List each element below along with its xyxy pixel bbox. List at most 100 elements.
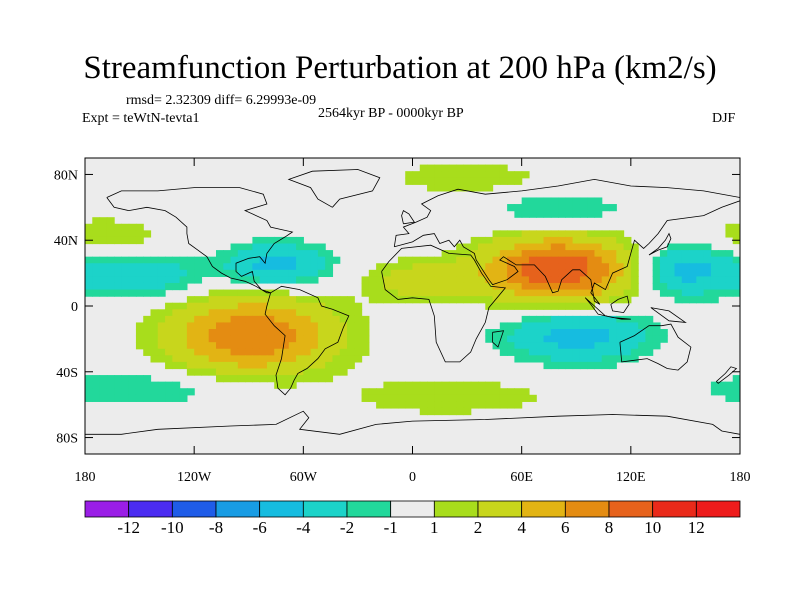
field-cell xyxy=(565,282,574,291)
field-cell xyxy=(135,342,144,350)
field-cell xyxy=(485,171,494,179)
field-cell xyxy=(492,243,501,251)
field-cell xyxy=(703,250,712,258)
field-cell xyxy=(441,394,450,402)
field-cell xyxy=(718,276,727,284)
field-cell xyxy=(143,342,152,350)
field-cell xyxy=(463,394,472,402)
field-cell xyxy=(135,335,144,343)
field-cell xyxy=(354,315,363,324)
field-cell xyxy=(390,394,399,402)
field-cell xyxy=(448,282,457,291)
coastline-borneo xyxy=(610,295,630,314)
field-cell xyxy=(135,236,144,245)
field-cell xyxy=(543,269,552,277)
field-cell xyxy=(710,282,719,291)
field-cell xyxy=(616,263,625,271)
field-cell xyxy=(172,256,181,264)
field-cell xyxy=(565,329,574,337)
field-cell xyxy=(579,204,588,212)
field-cell xyxy=(587,236,596,245)
field-cell xyxy=(216,361,224,370)
field-cell xyxy=(507,256,515,264)
field-cell xyxy=(587,230,596,238)
field-cell xyxy=(448,177,457,185)
field-cell xyxy=(543,315,552,324)
field-cell xyxy=(376,296,384,304)
field-cell xyxy=(150,381,159,389)
colorbar-swatch xyxy=(477,500,523,518)
field-cell xyxy=(259,236,268,245)
field-cell xyxy=(99,276,108,284)
field-cell xyxy=(397,394,406,402)
field-cell xyxy=(390,381,399,389)
field-cell xyxy=(725,388,734,396)
field-cell xyxy=(288,348,297,356)
field-cell xyxy=(550,361,559,370)
field-cell xyxy=(412,282,421,291)
field-cell xyxy=(689,263,697,271)
field-cell xyxy=(565,296,574,304)
field-cell xyxy=(259,368,268,376)
field-cell xyxy=(150,388,159,396)
field-cell xyxy=(565,302,574,310)
coastline-indonesia-2 xyxy=(605,315,631,320)
field-cell xyxy=(507,394,515,402)
field-cell xyxy=(499,250,508,258)
field-cell xyxy=(128,263,137,271)
field-cell xyxy=(114,381,122,389)
field-cell xyxy=(303,315,312,324)
field-cell xyxy=(274,263,283,271)
field-cell xyxy=(354,322,363,330)
field-cell xyxy=(514,394,523,402)
field-cell xyxy=(514,401,523,409)
field-cell xyxy=(601,315,610,324)
field-cell xyxy=(565,230,574,238)
field-cell xyxy=(492,256,501,264)
field-cell xyxy=(521,394,530,402)
field-cell xyxy=(732,269,740,277)
field-cell xyxy=(230,276,239,284)
field-cell xyxy=(332,335,341,343)
field-cell xyxy=(630,263,639,271)
field-cell xyxy=(492,269,501,277)
field-cell xyxy=(179,256,188,264)
field-cell xyxy=(208,296,217,304)
field-cell xyxy=(667,263,676,271)
field-cell xyxy=(172,388,181,396)
field-cell xyxy=(128,223,137,231)
field-cell xyxy=(674,256,683,264)
field-cell xyxy=(92,223,101,231)
field-cell xyxy=(441,184,450,192)
field-cell xyxy=(216,322,224,330)
colorbar-swatch xyxy=(346,500,392,518)
field-cell xyxy=(528,315,537,324)
field-cell xyxy=(521,342,530,350)
field-cell xyxy=(550,296,559,304)
field-cell xyxy=(441,269,450,277)
field-cell xyxy=(288,342,297,350)
field-cell xyxy=(507,263,515,271)
field-cell xyxy=(216,289,224,297)
field-cell xyxy=(310,296,319,304)
field-cell xyxy=(92,217,101,225)
field-cell xyxy=(303,361,312,370)
field-cell xyxy=(550,197,559,205)
field-cell xyxy=(572,276,581,284)
field-cell xyxy=(558,289,566,297)
field-cell xyxy=(266,342,275,350)
field-cell xyxy=(572,335,581,343)
field-cell xyxy=(208,289,217,297)
field-cell xyxy=(587,282,596,291)
field-cell xyxy=(536,243,545,251)
field-cell xyxy=(186,342,195,350)
field-cell xyxy=(478,296,486,304)
field-cell xyxy=(245,243,253,251)
field-cell xyxy=(266,256,275,264)
field-cell xyxy=(594,329,603,337)
field-cell xyxy=(397,256,406,264)
field-cell xyxy=(419,276,428,284)
field-cell xyxy=(485,256,494,264)
field-cell xyxy=(281,342,290,350)
field-cell xyxy=(616,322,625,330)
